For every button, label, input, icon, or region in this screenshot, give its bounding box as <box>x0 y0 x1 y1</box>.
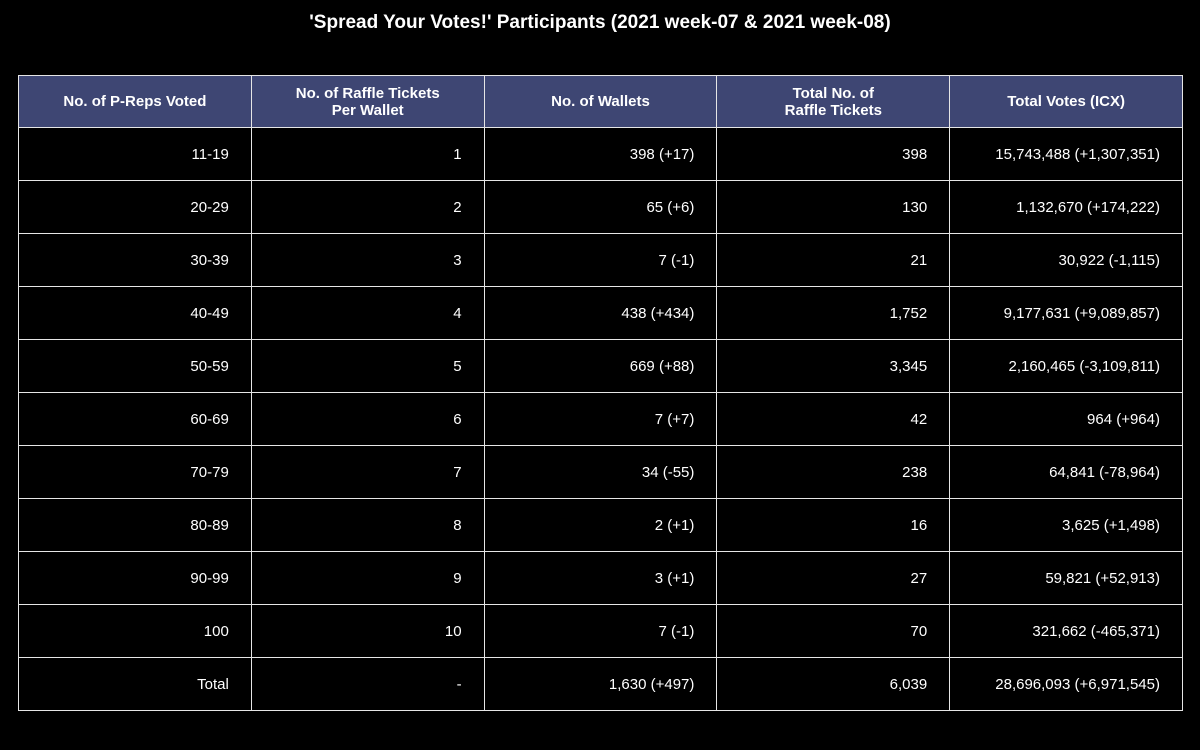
table-cell: 21 <box>716 233 951 287</box>
table-cell: 321,662 (-465,371) <box>949 604 1183 658</box>
table-cell: 59,821 (+52,913) <box>949 551 1183 605</box>
table-cell: 80-89 <box>18 498 252 552</box>
table-cell: 2 <box>250 180 485 234</box>
table-cell: 669 (+88) <box>483 339 718 393</box>
table-row: 50-59 5 669 (+88) 3,345 2,160,465 (-3,10… <box>18 339 1183 393</box>
table-cell: 3 <box>250 233 485 287</box>
table-cell: 9,177,631 (+9,089,857) <box>949 286 1183 340</box>
table-cell: 9 <box>250 551 485 605</box>
table-cell: 7 (+7) <box>483 392 718 446</box>
table-cell: 7 (-1) <box>483 233 718 287</box>
table-row: 40-49 4 438 (+434) 1,752 9,177,631 (+9,0… <box>18 286 1183 340</box>
table-cell: 30-39 <box>18 233 252 287</box>
table-cell: 7 <box>250 445 485 499</box>
header-no-of-wallets: No. of Wallets <box>483 75 718 128</box>
table-row: 80-89 8 2 (+1) 16 3,625 (+1,498) <box>18 498 1183 552</box>
table-cell: 2,160,465 (-3,109,811) <box>949 339 1183 393</box>
table-cell: - <box>250 657 485 711</box>
table-cell: Total <box>18 657 252 711</box>
table-cell: 4 <box>250 286 485 340</box>
table-row: 70-79 7 34 (-55) 238 64,841 (-78,964) <box>18 445 1183 499</box>
table-cell: 27 <box>716 551 951 605</box>
table-cell: 1,630 (+497) <box>483 657 718 711</box>
header-total-tickets: Total No. of Raffle Tickets <box>716 75 951 128</box>
header-row: No. of P-Reps Voted No. of Raffle Ticket… <box>18 75 1183 128</box>
table-cell: 65 (+6) <box>483 180 718 234</box>
table-cell: 7 (-1) <box>483 604 718 658</box>
table-cell: 8 <box>250 498 485 552</box>
table-cell: 964 (+964) <box>949 392 1183 446</box>
table-cell: 130 <box>716 180 951 234</box>
total-row: Total - 1,630 (+497) 6,039 28,696,093 (+… <box>18 657 1183 711</box>
table-cell: 398 (+17) <box>483 127 718 181</box>
table-cell: 438 (+434) <box>483 286 718 340</box>
table-cell: 3,625 (+1,498) <box>949 498 1183 552</box>
table-cell: 5 <box>250 339 485 393</box>
table-row: 11-19 1 398 (+17) 398 15,743,488 (+1,307… <box>18 127 1183 181</box>
header-p-reps-voted: No. of P-Reps Voted <box>18 75 252 128</box>
table-cell: 6,039 <box>716 657 951 711</box>
chart-title: 'Spread Your Votes!' Participants (2021 … <box>309 12 891 33</box>
table-cell: 398 <box>716 127 951 181</box>
header-total-votes: Total Votes (ICX) <box>949 75 1183 128</box>
table-cell: 6 <box>250 392 485 446</box>
table-cell: 42 <box>716 392 951 446</box>
table-cell: 70 <box>716 604 951 658</box>
table-cell: 1,132,670 (+174,222) <box>949 180 1183 234</box>
table-cell: 40-49 <box>18 286 252 340</box>
table-cell: 28,696,093 (+6,971,545) <box>949 657 1183 711</box>
table-cell: 50-59 <box>18 339 252 393</box>
table-cell: 70-79 <box>18 445 252 499</box>
table-cell: 16 <box>716 498 951 552</box>
table-cell: 3,345 <box>716 339 951 393</box>
table-cell: 60-69 <box>18 392 252 446</box>
table-row: 60-69 6 7 (+7) 42 964 (+964) <box>18 392 1183 446</box>
table-cell: 30,922 (-1,115) <box>949 233 1183 287</box>
table-cell: 20-29 <box>18 180 252 234</box>
table-cell: 15,743,488 (+1,307,351) <box>949 127 1183 181</box>
table-row: 90-99 9 3 (+1) 27 59,821 (+52,913) <box>18 551 1183 605</box>
header-tickets-per-wallet: No. of Raffle Tickets Per Wallet <box>250 75 485 128</box>
table-cell: 1 <box>250 127 485 181</box>
table-cell: 3 (+1) <box>483 551 718 605</box>
table-cell: 238 <box>716 445 951 499</box>
table-body: 11-19 1 398 (+17) 398 15,743,488 (+1,307… <box>18 127 1183 711</box>
table-cell: 100 <box>18 604 252 658</box>
table-cell: 11-19 <box>18 127 252 181</box>
table-row: 20-29 2 65 (+6) 130 1,132,670 (+174,222) <box>18 180 1183 234</box>
table-row: 30-39 3 7 (-1) 21 30,922 (-1,115) <box>18 233 1183 287</box>
participants-table: No. of P-Reps Voted No. of Raffle Ticket… <box>18 75 1183 711</box>
table-cell: 2 (+1) <box>483 498 718 552</box>
table-row: 100 10 7 (-1) 70 321,662 (-465,371) <box>18 604 1183 658</box>
table-cell: 34 (-55) <box>483 445 718 499</box>
table-cell: 90-99 <box>18 551 252 605</box>
table-cell: 64,841 (-78,964) <box>949 445 1183 499</box>
table-cell: 10 <box>250 604 485 658</box>
table-cell: 1,752 <box>716 286 951 340</box>
